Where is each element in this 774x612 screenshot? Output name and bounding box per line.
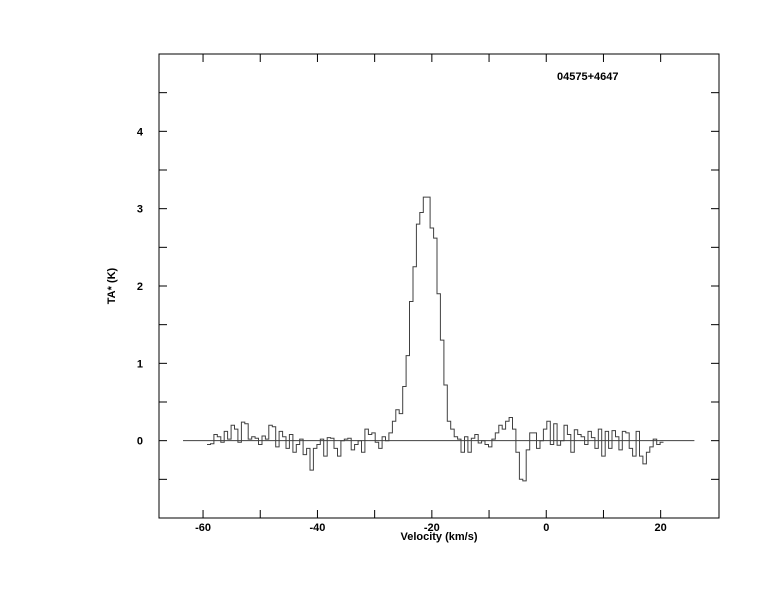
x-tick-label: -40 [309,522,325,534]
y-tick-label: 0 [137,436,143,448]
y-axis-label: TA* (K) [106,267,118,304]
x-tick-label: 0 [543,522,549,534]
y-tick-label: 3 [137,204,143,216]
spectrum-line [207,196,664,482]
y-tick-label: 2 [137,281,143,293]
source-name-annotation: 04575+4647 [557,71,618,83]
x-tick-label: -20 [424,522,440,534]
y-tick-label: 1 [137,358,143,370]
tick-labels: -60 -40 -20 0 20 0 1 2 3 4 [137,126,667,534]
axis-ticks [159,54,719,518]
x-tick-label: 20 [655,522,667,534]
x-tick-label: -60 [195,522,211,534]
plot-frame [158,53,720,519]
x-axis-label: Velocity (km/s) [400,531,477,543]
y-tick-label: 4 [137,126,144,138]
